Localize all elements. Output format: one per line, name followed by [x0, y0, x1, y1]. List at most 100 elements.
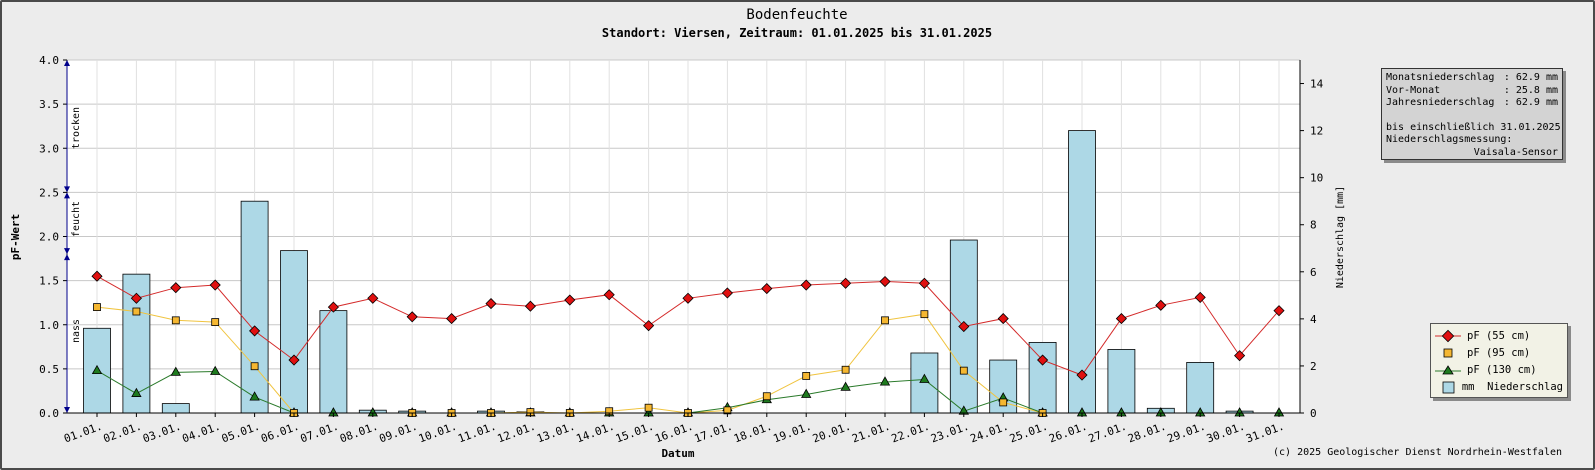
y-axis-ticks: 0.0 0.5 1.0 1.5 2.0 2.5 3.0 3.5 4.0: [39, 54, 67, 420]
copyright-text: (c) 2025 Geologischer Dienst Nordrhein-W…: [1273, 447, 1562, 458]
rain-bar: [319, 310, 348, 414]
x-tick-label: 22.01.: [890, 420, 932, 446]
rain-bar: [1107, 349, 1136, 414]
marker-pf95: [762, 392, 771, 401]
marker-pf55: [721, 287, 733, 299]
marker-pf55: [918, 277, 930, 289]
marker-pf55: [840, 277, 852, 289]
x-tick-label: 06.01.: [259, 420, 301, 446]
marker-pf55: [170, 282, 182, 294]
marker-pf130: [249, 391, 260, 401]
marker-pf55: [485, 298, 497, 310]
chart-subtitle: Standort: Viersen, Zeitraum: 01.01.2025 …: [602, 26, 992, 40]
marker-pf130: [91, 364, 103, 375]
marker-pf130: [919, 373, 930, 383]
marker-pf55: [1194, 291, 1206, 303]
x-tick-label: 11.01.: [456, 420, 498, 446]
y-tick-label: 2.5: [39, 186, 59, 199]
marker-pf95: [93, 303, 101, 312]
rain-bar: [910, 352, 939, 414]
x-tick-label: 29.01.: [1165, 420, 1207, 446]
x-tick-label: 26.01.: [1047, 420, 1089, 446]
y2-tick-label: 8: [1310, 219, 1317, 232]
x-tick-label: 18.01.: [732, 420, 774, 446]
marker-pf130: [210, 365, 221, 375]
x-tick-label: 10.01.: [417, 420, 459, 446]
marker-pf55: [800, 279, 812, 291]
x-tick-label: 19.01.: [771, 420, 813, 446]
y-tick-label: 1.5: [39, 275, 59, 288]
x-tick-label: 05.01.: [220, 420, 262, 446]
legend-label-pf130: pF (130 cm): [1467, 363, 1537, 376]
marker-pf95: [802, 372, 811, 380]
x-tick-label: 21.01.: [850, 420, 892, 446]
marker-pf130: [879, 376, 891, 386]
legend-symbol-rain: [1442, 381, 1455, 393]
info-jahr-label: Jahresniederschlag: [1386, 97, 1495, 108]
marker-pf55: [1273, 305, 1285, 317]
rain-bar: [1028, 341, 1057, 414]
zone-arrow-head-up: [64, 60, 70, 66]
marker-pf95: [211, 318, 220, 327]
y-tick-label: 0.5: [39, 363, 59, 376]
legend-item-pf55: pF (55 cm): [1435, 327, 1563, 344]
marker-pf55: [91, 270, 103, 282]
marker-pf95: [881, 316, 889, 325]
marker-pf95: [920, 310, 929, 319]
y2-tick-label: 10: [1310, 172, 1323, 185]
x-tick-label: 04.01.: [180, 420, 222, 446]
x-tick-label: 24.01.: [968, 420, 1010, 446]
marker-pf55: [1076, 369, 1088, 381]
legend-item-rain: mm Niederschlag: [1435, 378, 1563, 395]
x-tick-label: 25.01.: [1008, 420, 1050, 446]
marker-pf55: [682, 292, 694, 304]
x-tick-label: 31.01.: [1244, 420, 1286, 446]
info-monat-value: 62.9 mm: [1515, 72, 1558, 83]
marker-pf130: [801, 388, 812, 398]
x-tick-label: 12.01.: [496, 420, 538, 446]
marker-pf55: [958, 320, 970, 333]
info-monat-label: Monatsniederschlag: [1386, 72, 1495, 83]
x-axis-ticks: 01.01.02.01.03.01.04.01.05.01.06.01.07.0…: [62, 413, 1286, 445]
marker-pf55: [249, 325, 261, 337]
chart-title: Bodenfeuchte: [746, 7, 847, 23]
x-tick-label: 30.01.: [1205, 420, 1247, 446]
y-tick-label: 3.5: [39, 98, 59, 111]
y2-tick-label: 12: [1310, 125, 1323, 138]
x-tick-label: 28.01.: [1126, 420, 1168, 446]
legend-symbol-pf130: [1435, 364, 1461, 374]
y2-tick-label: 2: [1310, 360, 1317, 373]
rain-bar: [161, 403, 190, 414]
pf-markers: [91, 270, 1285, 417]
marker-pf55: [327, 301, 339, 313]
y2-axis-title: Niederschlag [mm]: [1335, 186, 1346, 288]
marker-pf95: [959, 366, 968, 375]
legend-item-pf95: pF (95 cm): [1435, 344, 1563, 361]
marker-pf130: [170, 366, 181, 376]
marker-pf95: [132, 307, 141, 316]
info-bis-text: bis einschließlich 31.01.2025: [1386, 121, 1561, 133]
x-tick-label: 27.01.: [1087, 420, 1129, 446]
marker-pf55: [406, 311, 418, 323]
marker-pf55: [288, 354, 300, 366]
zone-label-nass: nass: [71, 319, 82, 343]
x-tick-label: 07.01.: [299, 420, 341, 446]
marker-pf95: [250, 362, 259, 371]
x-tick-label: 20.01.: [811, 420, 853, 446]
x-tick-label: 09.01.: [377, 420, 419, 446]
x-tick-label: 23.01.: [929, 420, 971, 446]
legend-label-rain: mm Niederschlag: [1461, 380, 1563, 393]
marker-pf95: [171, 316, 180, 325]
marker-pf55: [209, 279, 221, 291]
legend-symbol-pf95: [1443, 348, 1453, 357]
x-tick-label: 14.01.: [574, 420, 616, 446]
marker-pf55: [524, 300, 536, 312]
info-messung-label: Niederschlagsmessung:: [1386, 134, 1513, 145]
marker-pf55: [997, 313, 1009, 325]
marker-pf55: [603, 289, 615, 301]
marker-pf55: [1155, 299, 1167, 311]
x-tick-label: 03.01.: [141, 420, 183, 446]
info-vormonat-label: Vor-Monat: [1386, 84, 1441, 96]
marker-pf55: [367, 292, 379, 304]
